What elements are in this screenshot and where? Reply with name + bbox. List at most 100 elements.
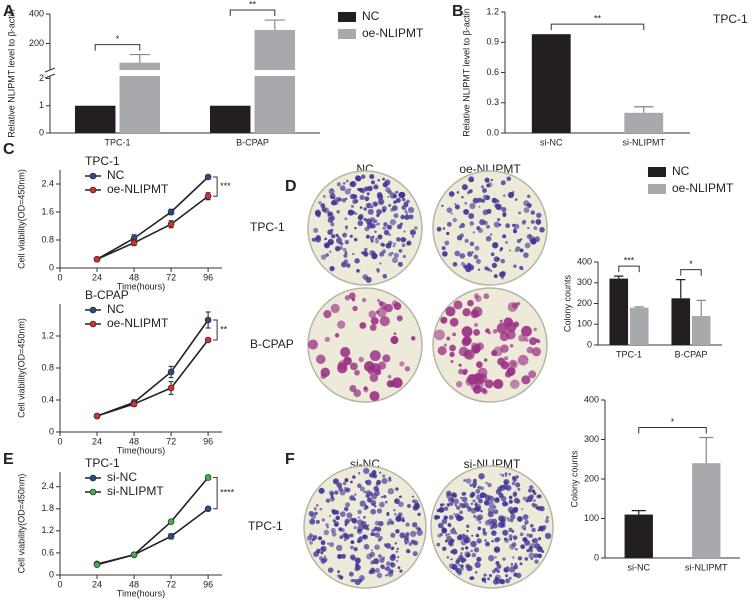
significance-bracket	[213, 477, 218, 510]
x-axis-label: Time(hours)	[117, 445, 165, 455]
colony	[387, 195, 390, 198]
colony	[330, 228, 334, 232]
colony	[359, 322, 367, 329]
colony	[499, 331, 509, 342]
colony	[390, 208, 394, 212]
colony	[448, 523, 452, 528]
colony	[393, 302, 402, 310]
colony	[363, 543, 370, 550]
colony	[485, 195, 491, 201]
colony	[374, 230, 377, 233]
colony	[332, 478, 339, 485]
colony	[365, 202, 372, 209]
legend-swatch	[648, 167, 666, 177]
chart-title: TPC-1	[713, 12, 748, 26]
colony	[323, 529, 330, 536]
colony	[394, 542, 398, 545]
colony	[461, 196, 464, 199]
colony	[308, 533, 314, 538]
colony	[493, 221, 500, 228]
colony	[334, 245, 341, 252]
point	[130, 239, 138, 247]
legend-label: NC	[107, 168, 125, 182]
chart-title: B-CPAP	[85, 288, 129, 302]
colony	[408, 542, 413, 546]
y-tick-label: 2	[39, 73, 44, 83]
colony	[370, 180, 375, 185]
y-tick-label: 1.2	[41, 525, 54, 535]
colony	[503, 478, 510, 486]
colony	[531, 347, 542, 357]
x-tick-label: 96	[203, 272, 213, 282]
colony	[449, 501, 454, 506]
colony	[484, 177, 490, 183]
colony	[464, 238, 469, 243]
colony	[510, 518, 514, 523]
colony	[364, 247, 368, 252]
colony	[456, 515, 463, 522]
colony	[465, 266, 472, 273]
point	[204, 192, 212, 200]
colony	[371, 569, 376, 575]
colony	[330, 196, 334, 199]
error-bar	[676, 279, 686, 299]
significance-bracket	[229, 9, 276, 17]
colony	[527, 226, 530, 230]
colony	[354, 493, 357, 496]
legend-label: NC	[672, 164, 690, 178]
colony	[534, 559, 539, 564]
colony	[453, 512, 456, 515]
colony	[377, 179, 381, 182]
colony	[382, 354, 391, 363]
panel-letter: A	[3, 3, 15, 20]
colony	[323, 310, 332, 319]
y-tick-label: 2.4	[41, 178, 54, 188]
colony	[530, 210, 536, 215]
colony	[455, 567, 462, 574]
significance-bracket	[550, 23, 645, 31]
colony	[344, 520, 349, 525]
colony	[483, 499, 490, 506]
colony	[460, 552, 463, 555]
significance-label: ***	[624, 255, 635, 265]
x-tick-label: 48	[129, 436, 139, 446]
colony	[502, 212, 507, 217]
colony	[357, 516, 361, 519]
colony	[359, 500, 366, 507]
colony	[324, 237, 327, 241]
y-axis-label: Colony counts	[569, 450, 579, 508]
y-tick-label: 300	[584, 434, 599, 444]
colony	[357, 472, 361, 475]
colony	[401, 518, 405, 523]
colony	[503, 567, 509, 573]
colony	[530, 219, 535, 224]
culture-plate	[307, 287, 423, 403]
colony	[403, 201, 409, 207]
error-bar	[264, 19, 285, 30]
legend-marker	[89, 488, 97, 496]
colony	[341, 198, 347, 203]
colony	[374, 368, 382, 376]
colony	[509, 543, 516, 550]
colony	[440, 532, 443, 536]
colony	[484, 494, 491, 501]
point	[93, 561, 101, 569]
bar	[74, 105, 116, 133]
chart-title: TPC-1	[85, 154, 120, 168]
colony	[447, 540, 453, 545]
colony	[330, 303, 340, 314]
colony	[441, 246, 446, 251]
colony	[332, 511, 336, 515]
colony	[376, 508, 383, 514]
colony	[521, 524, 527, 530]
colony	[323, 242, 330, 249]
colony	[508, 534, 513, 539]
colony	[381, 243, 386, 247]
colony	[405, 522, 410, 527]
colony	[522, 514, 529, 520]
colony	[456, 505, 461, 510]
colony	[374, 505, 377, 508]
colony	[318, 556, 324, 561]
colony	[325, 498, 331, 503]
colony	[363, 516, 366, 519]
